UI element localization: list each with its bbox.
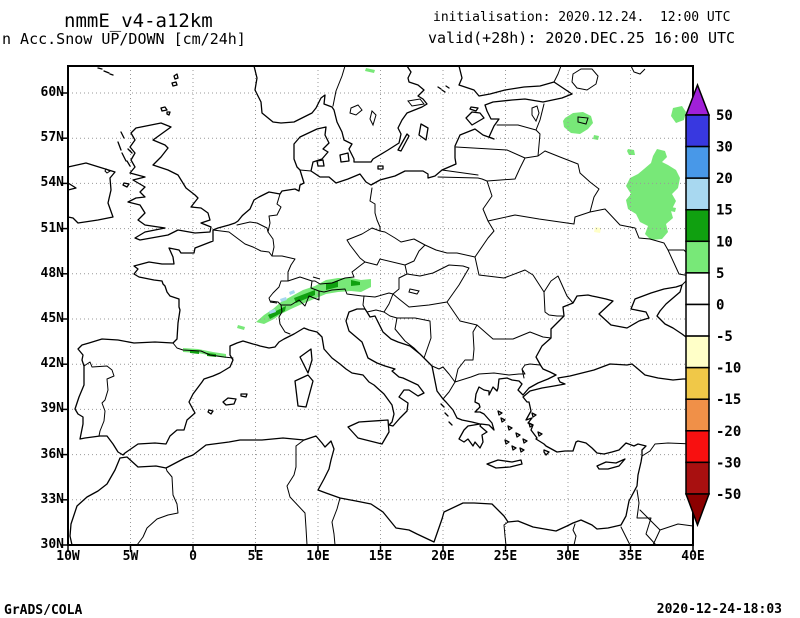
colorbar-level-label: -15	[716, 392, 741, 408]
lon-tick-label: 15E	[368, 549, 393, 564]
lakes	[104, 65, 646, 304]
lon-tick-label: 10W	[56, 549, 80, 564]
colorbar-level-label: -50	[716, 487, 741, 503]
grads-credit: GrADS/COLA	[4, 603, 83, 618]
lon-tick-label: 20E	[431, 549, 455, 564]
colorbar-level-label: 0	[716, 297, 724, 313]
model-title: nmmE_v4-a12km	[64, 10, 213, 32]
latlon-gridlines	[68, 66, 693, 545]
lat-tick-label: 39N	[40, 401, 64, 417]
colorbar-level-label: -5	[716, 329, 733, 345]
creation-timestamp: 2020-12-24-18:03	[656, 602, 782, 617]
colorbar-level-label: 15	[716, 203, 733, 219]
lon-tick-label: 10E	[306, 549, 330, 564]
snowfall-shading	[183, 68, 686, 358]
colorbar-level-label: 10	[716, 234, 733, 250]
lat-tick-label: 60N	[40, 85, 64, 100]
lat-tick-label: 30N	[40, 537, 64, 552]
product-title: n Acc.Snow UP/DOWN [cm/24h]	[2, 30, 246, 48]
europe-map	[61, 65, 694, 552]
lon-tick-label: 30E	[556, 549, 580, 564]
colorbar-level-label: -20	[716, 424, 741, 440]
lat-tick-label: 48N	[40, 265, 64, 281]
lon-tick-label: 0	[189, 549, 197, 564]
lon-tick-label: 25E	[493, 549, 518, 564]
lat-tick-label: 51N	[40, 220, 64, 236]
lon-tick-label: 5E	[247, 549, 264, 564]
lon-tick-label: 40E	[681, 549, 705, 564]
coastlines	[67, 65, 694, 546]
lon-tick-label: 5W	[122, 549, 139, 564]
lat-tick-label: 57N	[40, 130, 64, 146]
initialisation-label: initialisation: 2020.12.24. 12:00 UTC	[433, 10, 731, 25]
colorbar-level-label: 50	[716, 108, 733, 124]
lat-tick-label: 33N	[40, 491, 64, 507]
colorbar-level-label: 5	[716, 266, 724, 282]
valid-time-label: valid(+28h): 2020.DEC.25 16:00 UTC	[428, 29, 736, 47]
lon-tick-label: 35E	[618, 549, 643, 564]
lat-tick-label: 36N	[40, 446, 64, 462]
colorbar-level-label: 30	[716, 140, 733, 156]
colorbar-level-label: -30	[716, 455, 741, 471]
lat-tick-label: 54N	[40, 175, 64, 191]
colorbar-level-label: -10	[716, 361, 741, 377]
colorbar-level-label: 20	[716, 171, 733, 187]
lat-tick-label: 42N	[40, 356, 64, 372]
lat-tick-label: 45N	[40, 311, 64, 326]
